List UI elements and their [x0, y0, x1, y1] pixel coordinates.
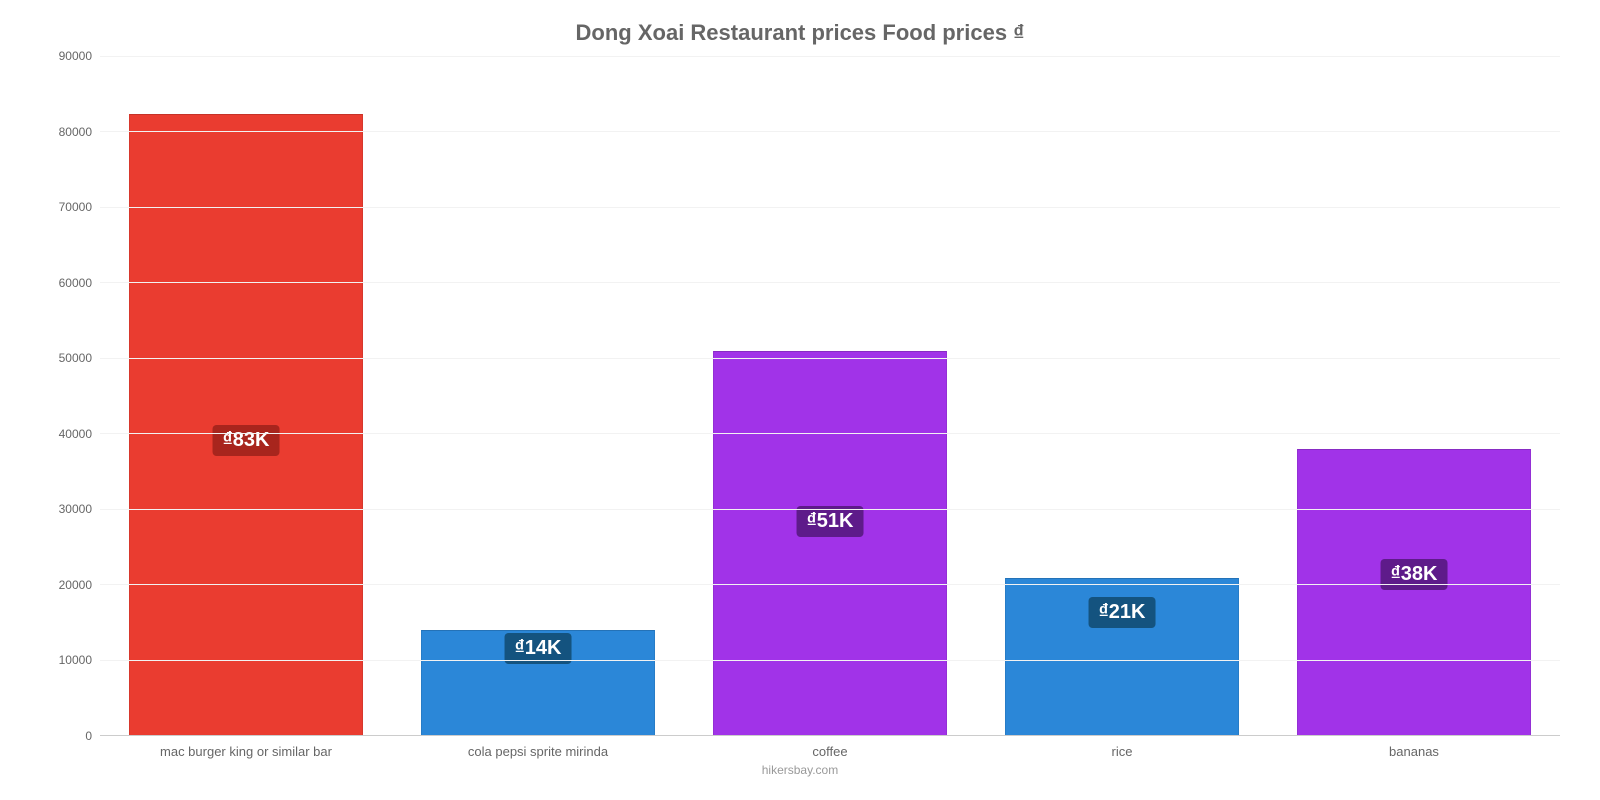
y-axis: 0100002000030000400005000060000700008000… — [40, 56, 100, 736]
baseline — [100, 735, 1560, 736]
gridline — [100, 56, 1560, 57]
chart-container: Dong Xoai Restaurant prices Food prices … — [0, 0, 1600, 800]
chart-title: Dong Xoai Restaurant prices Food prices … — [40, 20, 1560, 46]
y-tick: 50000 — [40, 351, 92, 365]
y-tick: 80000 — [40, 125, 92, 139]
y-tick: 70000 — [40, 200, 92, 214]
y-tick: 0 — [40, 729, 92, 743]
bar-slot: ₫38K — [1268, 57, 1560, 736]
bar-value-label: ₫83K — [213, 425, 280, 456]
bar-slot: ₫83K — [100, 57, 392, 736]
gridline — [100, 660, 1560, 661]
y-tick: 90000 — [40, 49, 92, 63]
bar-slot: ₫21K — [976, 57, 1268, 736]
bars-container: ₫83K ₫14K ₫51K ₫21K ₫38K — [100, 57, 1560, 736]
bar-slot: ₫51K — [684, 57, 976, 736]
credit-text: hikersbay.com — [40, 763, 1560, 777]
y-tick: 20000 — [40, 578, 92, 592]
bar-value-label: ₫21K — [1089, 597, 1156, 628]
gridline — [100, 131, 1560, 132]
y-tick: 10000 — [40, 653, 92, 667]
y-tick: 40000 — [40, 427, 92, 441]
y-tick: 60000 — [40, 276, 92, 290]
bar: ₫14K — [421, 630, 655, 736]
y-tick: 30000 — [40, 502, 92, 516]
gridline — [100, 584, 1560, 585]
plot-area: 0100002000030000400005000060000700008000… — [40, 56, 1560, 736]
grid-area: ₫83K ₫14K ₫51K ₫21K ₫38K — [100, 56, 1560, 736]
x-tick: rice — [976, 736, 1268, 759]
bar: ₫51K — [713, 351, 947, 736]
bar-value-label: ₫51K — [797, 506, 864, 537]
gridline — [100, 207, 1560, 208]
gridline — [100, 433, 1560, 434]
x-axis: mac burger king or similar barcola pepsi… — [100, 736, 1560, 759]
x-tick: coffee — [684, 736, 976, 759]
bar: ₫38K — [1297, 449, 1531, 736]
gridline — [100, 509, 1560, 510]
bar-value-label: ₫38K — [1381, 559, 1448, 590]
x-tick: cola pepsi sprite mirinda — [392, 736, 684, 759]
x-tick: mac burger king or similar bar — [100, 736, 392, 759]
bar-slot: ₫14K — [392, 57, 684, 736]
bar: ₫21K — [1005, 578, 1239, 736]
gridline — [100, 282, 1560, 283]
x-tick: bananas — [1268, 736, 1560, 759]
gridline — [100, 358, 1560, 359]
